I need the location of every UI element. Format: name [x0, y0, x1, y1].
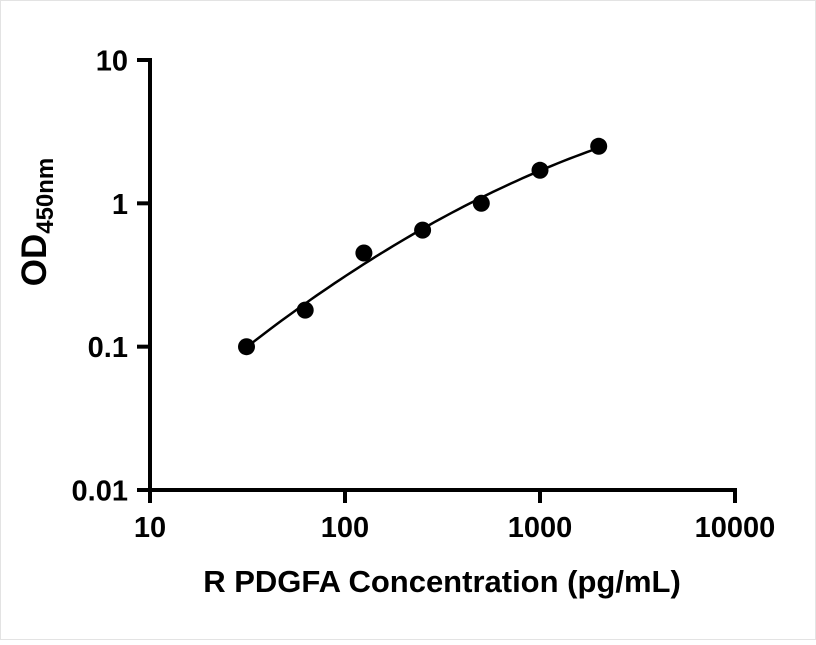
x-tick-label: 10 [134, 512, 166, 544]
y-tick-label: 10 [96, 45, 128, 77]
y-tick-label: 0.01 [72, 475, 128, 507]
y-axis-title-subscript: 450nm [32, 158, 59, 234]
data-point [472, 194, 490, 212]
data-point [238, 338, 255, 356]
data-point [414, 221, 432, 239]
data-point [296, 301, 314, 319]
y-axis-title: OD450nm [15, 158, 59, 287]
x-axis-title: R PDGFA Concentration (pg/mL) [203, 564, 681, 599]
y-axis-title-main: OD [15, 234, 54, 287]
data-point [355, 244, 373, 262]
x-tick-label: 1000 [508, 512, 573, 544]
plot-area: 10 100 1000 10000 10 1 0.1 0.01 [72, 45, 776, 544]
data-point [590, 137, 608, 155]
fit-curve-line [245, 146, 600, 349]
x-tick-label: 100 [321, 512, 369, 544]
data-point [531, 161, 549, 179]
x-tick-label: 10000 [695, 512, 776, 544]
y-tick-label: 0.1 [88, 332, 128, 364]
y-tick-label: 1 [112, 189, 128, 221]
